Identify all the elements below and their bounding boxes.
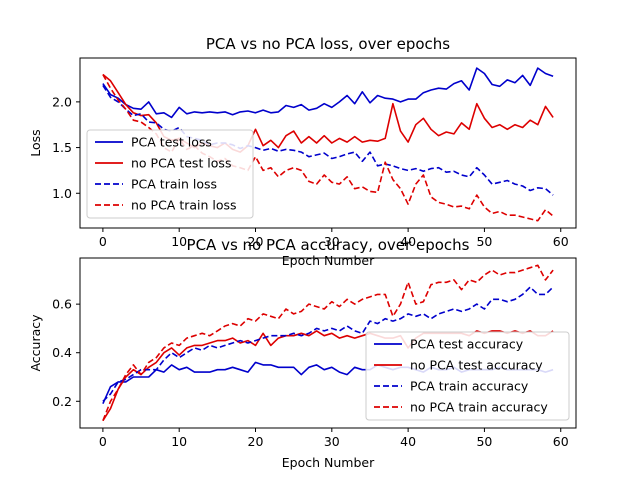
loss-x-tick-label: 0 [99,234,107,249]
accuracy-chart: 0 10 20 30 40 50 60 0.2 0.4 0.6 Epoch Number Accu… [28,236,577,470]
accuracy-legend-label: PCA test accuracy [410,337,524,352]
loss-legend-label: PCA test loss [131,135,212,150]
accuracy-x-tick-label: 30 [324,434,340,449]
loss-legend-label: no PCA train loss [131,198,237,213]
series-line-pca-train-loss [102,84,554,196]
accuracy-x-tick-label: 10 [171,434,187,449]
loss-x-tick-label: 50 [476,234,492,249]
accuracy-y-axis-label: Accuracy [28,314,43,372]
accuracy-x-tick-label: 50 [476,434,492,449]
accuracy-legend-label: no PCA train accuracy [410,400,548,415]
loss-legend-box [86,129,254,219]
accuracy-chart-title: PCA vs no PCA accuracy, over epochs [187,236,470,254]
loss-y-tick-label: 1.5 [52,140,72,155]
series-line-no-pca-train-accuracy [102,264,554,421]
loss-legend: PCA test loss no PCA test loss PCA train l… [86,129,254,219]
loss-chart-title: PCA vs no PCA loss, over epochs [206,35,450,53]
loss-x-tick-label: 60 [553,234,569,249]
series-line-pca-train-accuracy [102,286,554,402]
loss-legend-label: no PCA test loss [131,156,231,171]
accuracy-x-tick-label: 20 [248,434,264,449]
loss-x-tick-label: 40 [400,234,416,249]
loss-chart: PCA vs no PCA loss, over epochs 0 10 20 30 4… [28,35,577,268]
accuracy-legend: PCA test accuracy no PCA test accuracy PCA… [365,331,570,421]
loss-legend-label: PCA train loss [131,177,217,192]
accuracy-legend-box [365,331,570,421]
accuracy-y-tick-label: 0.6 [52,297,72,312]
series-line-no-pca-test-accuracy [102,330,554,422]
loss-y-tick-label: 1.0 [52,186,72,201]
accuracy-y-tick-label: 0.4 [52,345,72,360]
accuracy-legend-label: no PCA test accuracy [410,358,543,373]
accuracy-x-tick-label: 60 [553,434,569,449]
accuracy-x-axis-label: Epoch Number [282,455,375,470]
loss-x-tick-label: 10 [171,234,187,249]
loss-y-tick-label: 2.0 [52,94,72,109]
loss-axes-frame [79,57,577,229]
accuracy-y-tick-label: 0.2 [52,394,72,409]
loss-y-axis-label: Loss [28,129,43,156]
accuracy-x-tick-label: 40 [400,434,416,449]
accuracy-x-tick-label: 0 [99,434,107,449]
loss-plot-area: 0 10 20 30 40 50 60 1.0 1.5 2.0 [52,67,569,249]
loss-x-axis-label: Epoch Number [282,253,375,268]
loss-x-tick-label: 20 [248,234,264,249]
accuracy-legend-label: PCA train accuracy [410,379,529,394]
loss-x-tick-label: 30 [324,234,340,249]
accuracy-axes-frame [79,257,577,429]
series-line-pca-test-loss [102,67,554,119]
